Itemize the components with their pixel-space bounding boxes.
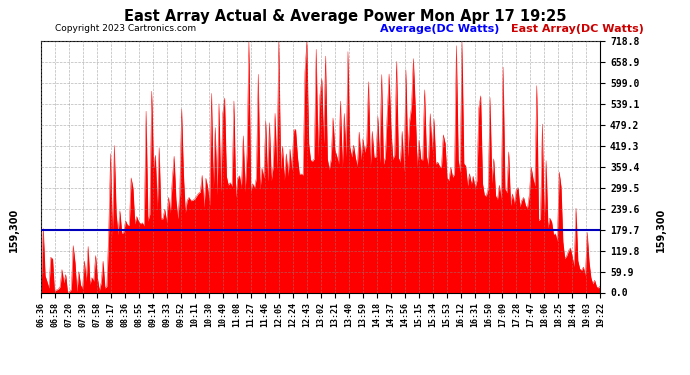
Text: Copyright 2023 Cartronics.com: Copyright 2023 Cartronics.com bbox=[55, 24, 197, 33]
Text: 159,300: 159,300 bbox=[9, 208, 19, 252]
Text: East Array(DC Watts): East Array(DC Watts) bbox=[511, 24, 644, 34]
Text: 159,300: 159,300 bbox=[656, 208, 666, 252]
Text: East Array Actual & Average Power Mon Apr 17 19:25: East Array Actual & Average Power Mon Ap… bbox=[124, 9, 566, 24]
Text: Average(DC Watts): Average(DC Watts) bbox=[380, 24, 499, 34]
